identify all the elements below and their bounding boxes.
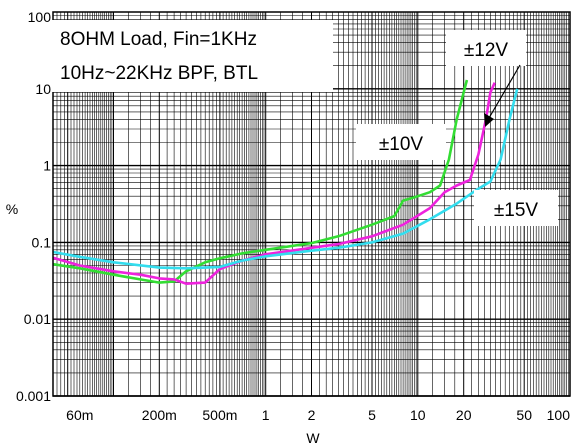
x-tick-label: 500m bbox=[202, 407, 237, 423]
x-tick-labels: 60m 200m 500m 1 2 5 10 20 50 100 bbox=[66, 407, 570, 423]
annotation-box-15v bbox=[474, 190, 558, 226]
annotation-arrow-12v bbox=[488, 64, 521, 119]
x-tick-label: 20 bbox=[456, 407, 472, 423]
x-tick-label: 1 bbox=[262, 407, 270, 423]
title-box bbox=[52, 20, 333, 92]
y-tick-labels: 0.001 0.01 0.1 1 10 100 bbox=[16, 9, 51, 404]
series-group bbox=[52, 79, 519, 285]
y-tick-label: 0.1 bbox=[32, 234, 52, 250]
y-tick-label: 100 bbox=[28, 9, 52, 25]
y-tick-label: 10 bbox=[35, 81, 51, 97]
series-line-1 bbox=[52, 82, 496, 285]
x-tick-label: 2 bbox=[308, 407, 316, 423]
x-tick-label: 60m bbox=[66, 407, 93, 423]
y-tick-label: 0.01 bbox=[24, 311, 51, 327]
annotation-12v: ±12V bbox=[464, 40, 509, 61]
annotation-arrowhead-12v bbox=[484, 113, 494, 127]
y-tick-label: 0.001 bbox=[16, 388, 51, 404]
series-line-2 bbox=[52, 88, 519, 270]
x-tick-label: 200m bbox=[142, 407, 177, 423]
x-tick-label: 10 bbox=[410, 407, 426, 423]
plot-frame bbox=[52, 11, 571, 397]
x-tick-label: 100 bbox=[547, 407, 571, 423]
annotation-box-12v bbox=[446, 30, 526, 66]
series-line-0 bbox=[52, 79, 469, 284]
x-tick-label: 5 bbox=[368, 407, 376, 423]
chart-title-line-1: 8OHM Load, Fin=1KHz bbox=[60, 29, 257, 50]
annotation-10v: ±10V bbox=[379, 134, 424, 155]
x-tick-label: 50 bbox=[516, 407, 532, 423]
x-axis-label: W bbox=[306, 430, 320, 446]
annotation-box-10v bbox=[356, 124, 446, 160]
annotation-15v: ±15V bbox=[494, 200, 539, 221]
chart-title-line-2: 10Hz~22KHz BPF, BTL bbox=[60, 63, 258, 84]
y-axis-label: % bbox=[6, 201, 18, 217]
y-tick-label: 1 bbox=[43, 158, 51, 174]
